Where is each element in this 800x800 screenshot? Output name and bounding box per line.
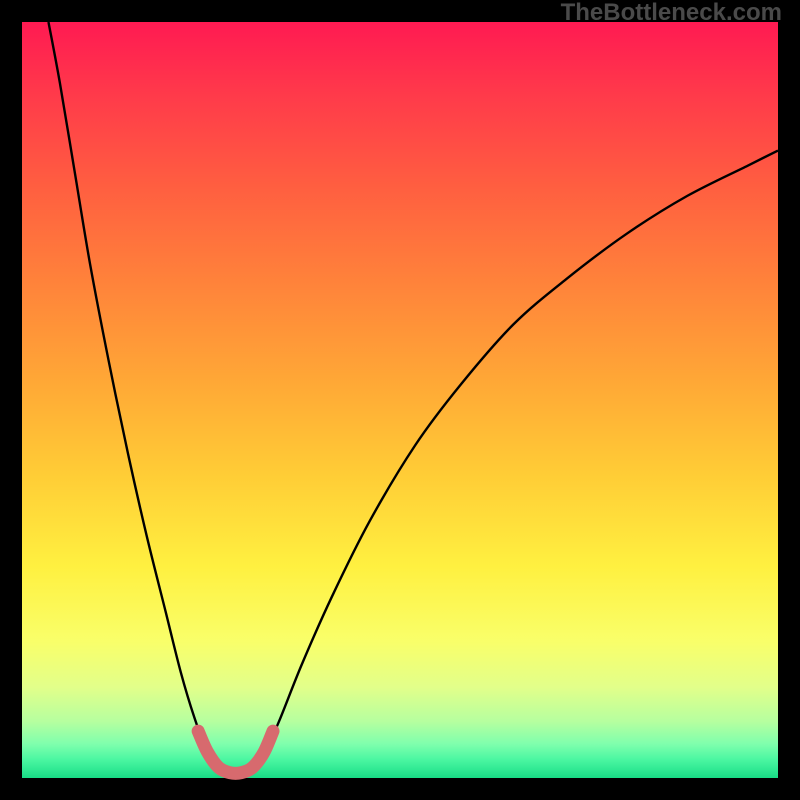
bottleneck-chart	[0, 0, 800, 800]
watermark-text: TheBottleneck.com	[561, 0, 782, 27]
chart-frame: TheBottleneck.com	[0, 0, 800, 800]
plot-background	[22, 22, 778, 778]
